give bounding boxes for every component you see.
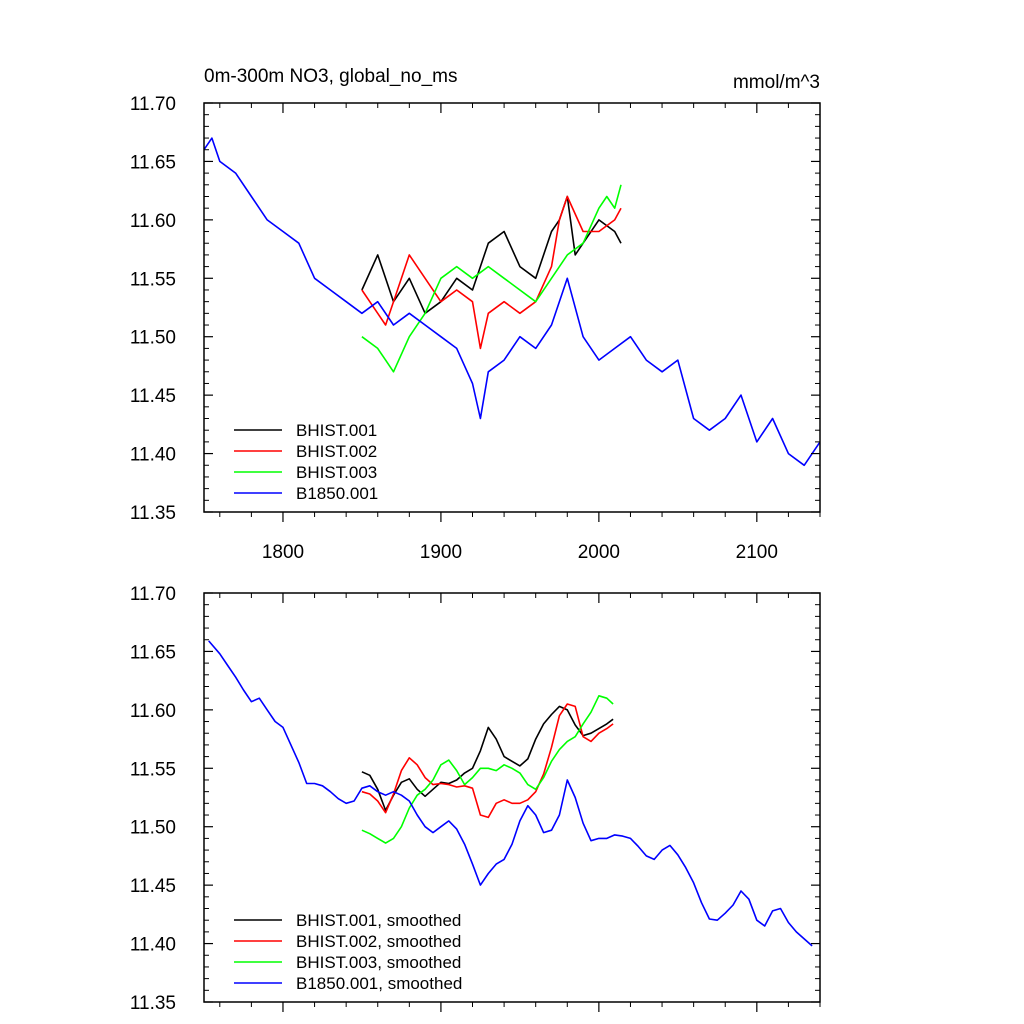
y-tick-label: 11.55 — [130, 269, 176, 290]
series-line-bhist-002 — [361, 195, 622, 350]
series-line-bhist-002-smoothed — [361, 703, 614, 819]
y-tick-label: 11.40 — [130, 445, 176, 466]
y-tick-label: 11.40 — [130, 935, 176, 956]
bottom-panel: 11.35 11.40 11.45 11.50 11.55 11.60 11.65 11.70… — [130, 584, 821, 1014]
legend-label: BHIST.002, smoothed — [296, 932, 461, 951]
series-line-bhist-001-smoothed — [361, 705, 614, 812]
series-line-b1850-001-smoothed — [208, 640, 813, 947]
y-tick-label: 11.35 — [130, 993, 176, 1014]
x-tick-label: 1800 — [262, 542, 304, 563]
y-tick-label: 11.65 — [130, 642, 176, 663]
y-tick-label: 11.70 — [130, 94, 176, 115]
y-tick-label: 11.50 — [130, 818, 176, 839]
units-label: mmol/m^3 — [733, 72, 820, 93]
legend: BHIST.001, smoothed BHIST.002, smoothed BH… — [234, 911, 462, 993]
plot-frame — [203, 102, 821, 513]
y-tick-label: 11.60 — [130, 701, 176, 722]
legend-label: BHIST.001, smoothed — [296, 911, 461, 930]
x-tick-label: 2100 — [736, 542, 778, 563]
y-tick-label: 11.50 — [130, 328, 176, 349]
series-line-bhist-003 — [361, 184, 622, 373]
legend-label: BHIST.003 — [296, 463, 377, 482]
plot-frame — [203, 592, 821, 1003]
legend-label: B1850.001, smoothed — [296, 974, 462, 993]
y-tick-label: 11.70 — [130, 584, 176, 605]
series-line-bhist-001 — [361, 195, 622, 315]
legend-label: BHIST.002 — [296, 442, 377, 461]
tick-layer: 11.35 11.40 11.45 11.50 11.55 11.60 11.65 11.70 — [130, 584, 821, 1014]
series-layer — [208, 640, 813, 947]
y-tick-label: 11.45 — [130, 876, 176, 897]
series-layer — [204, 137, 820, 467]
y-tick-label: 11.55 — [130, 759, 176, 780]
series-line-b1850-001 — [204, 137, 820, 467]
x-tick-label: 1900 — [420, 542, 462, 563]
y-tick-label: 11.60 — [130, 211, 176, 232]
legend-label: B1850.001 — [296, 484, 378, 503]
legend-label: BHIST.003, smoothed — [296, 953, 461, 972]
y-tick-label: 11.35 — [130, 503, 176, 524]
x-tick-label: 2000 — [578, 542, 620, 563]
series-line-bhist-003-smoothed — [361, 695, 614, 844]
legend: BHIST.001 BHIST.002 BHIST.003 B1850.001 — [234, 421, 378, 503]
tick-layer: 11.35 11.40 11.45 11.50 11.55 11.60 11.65 11.70… — [130, 94, 821, 563]
panel-title: 0m-300m NO3, global_no_ms — [204, 66, 457, 87]
y-tick-label: 11.45 — [130, 386, 176, 407]
y-tick-label: 11.65 — [130, 152, 176, 173]
legend-label: BHIST.001 — [296, 421, 377, 440]
top-panel: 0m-300m NO3, global_no_ms mmol/m^3 11.35… — [130, 66, 821, 563]
